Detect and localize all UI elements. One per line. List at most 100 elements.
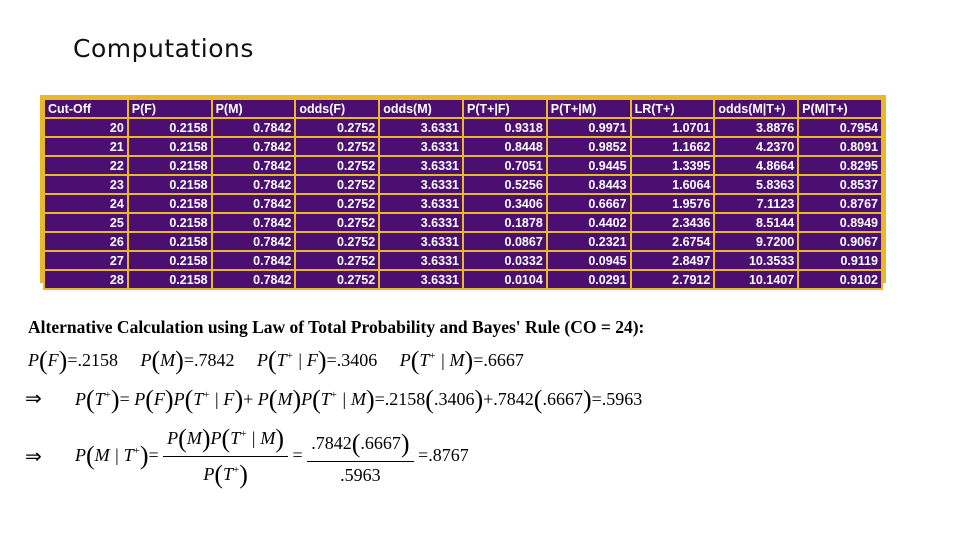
table-cell: 0.2158	[126, 117, 213, 138]
table-row: 21 0.2158 0.7842 0.2752 3.6331 0.8448 0.9852 1.…	[43, 136, 883, 157]
table-cell: 27	[43, 250, 129, 271]
table-cell: 0.2158	[126, 155, 213, 176]
table-cell: 0.7051	[461, 155, 548, 176]
table-cell: 5.8363	[713, 174, 800, 195]
table-cell: 0.9119	[797, 250, 883, 271]
table-cell: 0.8537	[797, 174, 883, 195]
table-cell: 0.4402	[545, 212, 632, 233]
table-row: 27 0.2158 0.7842 0.2752 3.6331 0.0332 0.0945 2.…	[43, 250, 883, 271]
table-cell: 0.5256	[461, 174, 548, 195]
cutoff-table-frame: Cut-Off P(F) P(M) odds(F) odds(M) P(T+|F) P(T+…	[40, 95, 886, 290]
table-cell: 20	[43, 117, 129, 138]
table-cell: 0.7842	[210, 136, 297, 157]
table-cell: 0.8091	[797, 136, 883, 157]
table-cell: 0.8767	[797, 193, 883, 214]
ptm-value-3: .6667	[360, 432, 401, 453]
pt-result: .5963	[601, 389, 643, 409]
table-cell: 0.8295	[797, 155, 883, 176]
column-header: odds(M|T+)	[713, 98, 800, 119]
table-cell: 0.2158	[126, 250, 213, 271]
table-cell: 0.8949	[797, 212, 883, 233]
column-header: P(T+|F)	[461, 98, 548, 119]
table-cell: 0.2752	[294, 174, 381, 195]
table-cell: 0.7842	[210, 231, 297, 252]
cutoff-table: Cut-Off P(F) P(M) odds(F) odds(M) P(T+|F) P(T+…	[43, 98, 883, 290]
column-header: P(M)	[210, 98, 297, 119]
bayes-fraction: P(M)P(T+ | M) P(T+)	[163, 424, 289, 490]
table-cell: 0.2752	[294, 193, 381, 214]
table-cell: 0.7954	[797, 117, 883, 138]
given-probabilities: P(F)=.2158 P(M)=.7842 P(T+ | F)=.3406 P(…	[28, 346, 524, 375]
table-cell: 21	[43, 136, 129, 157]
pm-posterior-result: .8767	[428, 445, 469, 466]
table-cell: 2.3436	[629, 212, 716, 233]
table-cell: 0.0867	[461, 231, 548, 252]
table-cell: 3.6331	[378, 174, 464, 195]
table-row: 22 0.2158 0.7842 0.2752 3.6331 0.7051 0.9445 1.…	[43, 155, 883, 176]
table-cell: 25	[43, 212, 129, 233]
pf-value: .2158	[77, 350, 119, 370]
table-row: 26 0.2158 0.7842 0.2752 3.6331 0.0867 0.2321 2.…	[43, 231, 883, 252]
table-cell: 0.2752	[294, 212, 381, 233]
table-cell: 3.6331	[378, 193, 464, 214]
table-cell: 0.2158	[126, 193, 213, 214]
table-row: 23 0.2158 0.7842 0.2752 3.6331 0.5256 0.8443 1.…	[43, 174, 883, 195]
table-cell: 1.1662	[629, 136, 716, 157]
table-cell: 8.5144	[713, 212, 800, 233]
table-cell: 0.6667	[545, 193, 632, 214]
table-cell: 0.7842	[210, 155, 297, 176]
table-cell: 0.7842	[210, 250, 297, 271]
table-cell: 7.1123	[713, 193, 800, 214]
table-cell: 0.8443	[545, 174, 632, 195]
table-cell: 0.9852	[545, 136, 632, 157]
table-cell: 0.0945	[545, 250, 632, 271]
table-cell: 3.8876	[713, 117, 800, 138]
table-cell: 3.6331	[378, 117, 464, 138]
column-header: odds(M)	[378, 98, 464, 119]
table-cell: 4.8664	[713, 155, 800, 176]
pm-value-2: .7842	[493, 389, 534, 409]
bayes-rule-equation: P(M | T+)= P(M)P(T+ | M) P(T+) = .7842(.…	[75, 424, 469, 490]
ptm-value-2: .6667	[542, 389, 583, 409]
total-probability-equation: P(T+)= P(F)P(T+ | F)+ P(M)P(T+ | M)=.215…	[75, 385, 643, 414]
numeric-fraction: .7842(.6667) .5963	[307, 429, 414, 486]
table-row: 28 0.2158 0.7842 0.2752 3.6331 0.0104 0.0291 2.…	[43, 269, 883, 290]
pt-value-3: .5963	[340, 464, 381, 485]
table-cell: 0.7842	[210, 193, 297, 214]
implies-arrow-icon: ⇒	[25, 386, 42, 410]
column-header: LR(T+)	[629, 98, 716, 119]
table-cell: 3.6331	[378, 212, 464, 233]
table-cell: 0.0332	[461, 250, 548, 271]
table-cell: 23	[43, 174, 129, 195]
table-row: 24 0.2158 0.7842 0.2752 3.6331 0.3406 0.6667 1.…	[43, 193, 883, 214]
table-cell: 0.7842	[210, 269, 297, 290]
calc-heading: Alternative Calculation using Law of Tot…	[28, 317, 645, 337]
table-row: 20 0.2158 0.7842 0.2752 3.6331 0.9318 0.9971 1.…	[43, 117, 883, 138]
ptf-value-2: .3406	[433, 389, 475, 409]
table-cell: 0.9445	[545, 155, 632, 176]
table-cell: 10.1407	[713, 269, 800, 290]
table-cell: 0.8448	[461, 136, 548, 157]
column-header: P(T+|M)	[545, 98, 632, 119]
table-cell: 28	[43, 269, 129, 290]
table-cell: 3.6331	[378, 231, 464, 252]
column-header: P(F)	[126, 98, 213, 119]
table-cell: 2.8497	[629, 250, 716, 271]
table-cell: 4.2370	[713, 136, 800, 157]
table-cell: 0.1878	[461, 212, 548, 233]
table-cell: 0.2752	[294, 155, 381, 176]
table-cell: 0.9067	[797, 231, 883, 252]
table-cell: 26	[43, 231, 129, 252]
pf-value-2: .2158	[384, 389, 426, 409]
table-cell: 0.7842	[210, 174, 297, 195]
table-cell: 1.6064	[629, 174, 716, 195]
table-cell: 0.2752	[294, 231, 381, 252]
pm-value-3: .7842	[311, 432, 352, 453]
table-body: 20 0.2158 0.7842 0.2752 3.6331 0.9318 0.9971 1.…	[43, 117, 883, 290]
table-cell: 0.2752	[294, 250, 381, 271]
table-cell: 0.9318	[461, 117, 548, 138]
column-header: Cut-Off	[43, 98, 129, 119]
table-header-row: Cut-Off P(F) P(M) odds(F) odds(M) P(T+|F) P(T+…	[43, 98, 883, 119]
pm-value: .7842	[194, 350, 235, 370]
table-cell: 2.7912	[629, 269, 716, 290]
